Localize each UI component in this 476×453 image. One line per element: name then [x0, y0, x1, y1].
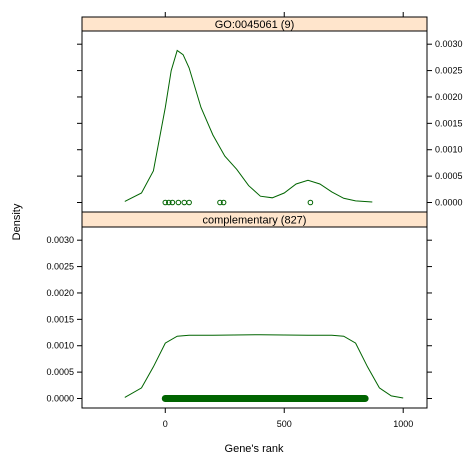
rug-points-bottom — [161, 395, 369, 403]
density-curve-top — [124, 49, 373, 203]
y-tick-label-left-6: 0.0030 — [46, 235, 74, 245]
rug-point-top-0 — [162, 199, 169, 206]
panel-top: GO:0045061 (9) 0.0000 0.0005 0.0010 0.0015 0.… — [77, 16, 463, 213]
y-tick-label-left-2: 0.0010 — [46, 341, 74, 351]
panel-bottom: complementary (827) 0.0000 0.0005 0.0010 0.0… — [46, 211, 432, 409]
rug-point-top-5 — [186, 199, 192, 206]
outer-axes: 0 500 1000 — [163, 12, 413, 429]
rug-point-top-2 — [169, 199, 176, 206]
y-tick-label-right-1: 0.0005 — [435, 171, 463, 181]
y-tick-label-right-4: 0.0020 — [435, 92, 463, 102]
rug-point-top-1 — [166, 199, 172, 206]
y-tick-label-right-3: 0.0015 — [435, 118, 463, 128]
panel-frame-top — [81, 30, 428, 213]
strip-label-top: GO:0045061 (9) — [215, 19, 295, 31]
strip-label-bottom: complementary (827) — [203, 215, 307, 227]
rug-point-top-7 — [220, 199, 227, 206]
y-tick-label-left-0: 0.0000 — [46, 394, 74, 404]
x-tick-label-0: 0 — [163, 419, 168, 429]
x-tick-label-2: 1000 — [393, 419, 413, 429]
y-tick-label-right-2: 0.0010 — [435, 145, 463, 155]
y-tick-label-left-3: 0.0015 — [46, 314, 74, 324]
rug-point-top-4 — [181, 199, 188, 206]
rug-point-top-8 — [307, 199, 314, 206]
y-tick-label-left-1: 0.0005 — [46, 367, 74, 377]
y-tick-label-right-5: 0.0025 — [435, 66, 463, 76]
y-tick-label-left-5: 0.0025 — [46, 262, 74, 272]
y-tick-label-right-0: 0.0000 — [435, 198, 463, 208]
rug-point-top-3 — [175, 199, 182, 206]
y-axis-title: Density — [11, 203, 23, 240]
rug-point-top-6 — [217, 199, 223, 206]
x-axis-title: Gene's rank — [225, 443, 284, 453]
x-tick-label-1: 500 — [277, 419, 292, 429]
y-tick-label-left-4: 0.0020 — [46, 288, 74, 298]
density-curve-bottom — [124, 334, 404, 399]
y-tick-label-right-6: 0.0030 — [435, 39, 463, 49]
panel-frame-bottom — [81, 226, 428, 409]
